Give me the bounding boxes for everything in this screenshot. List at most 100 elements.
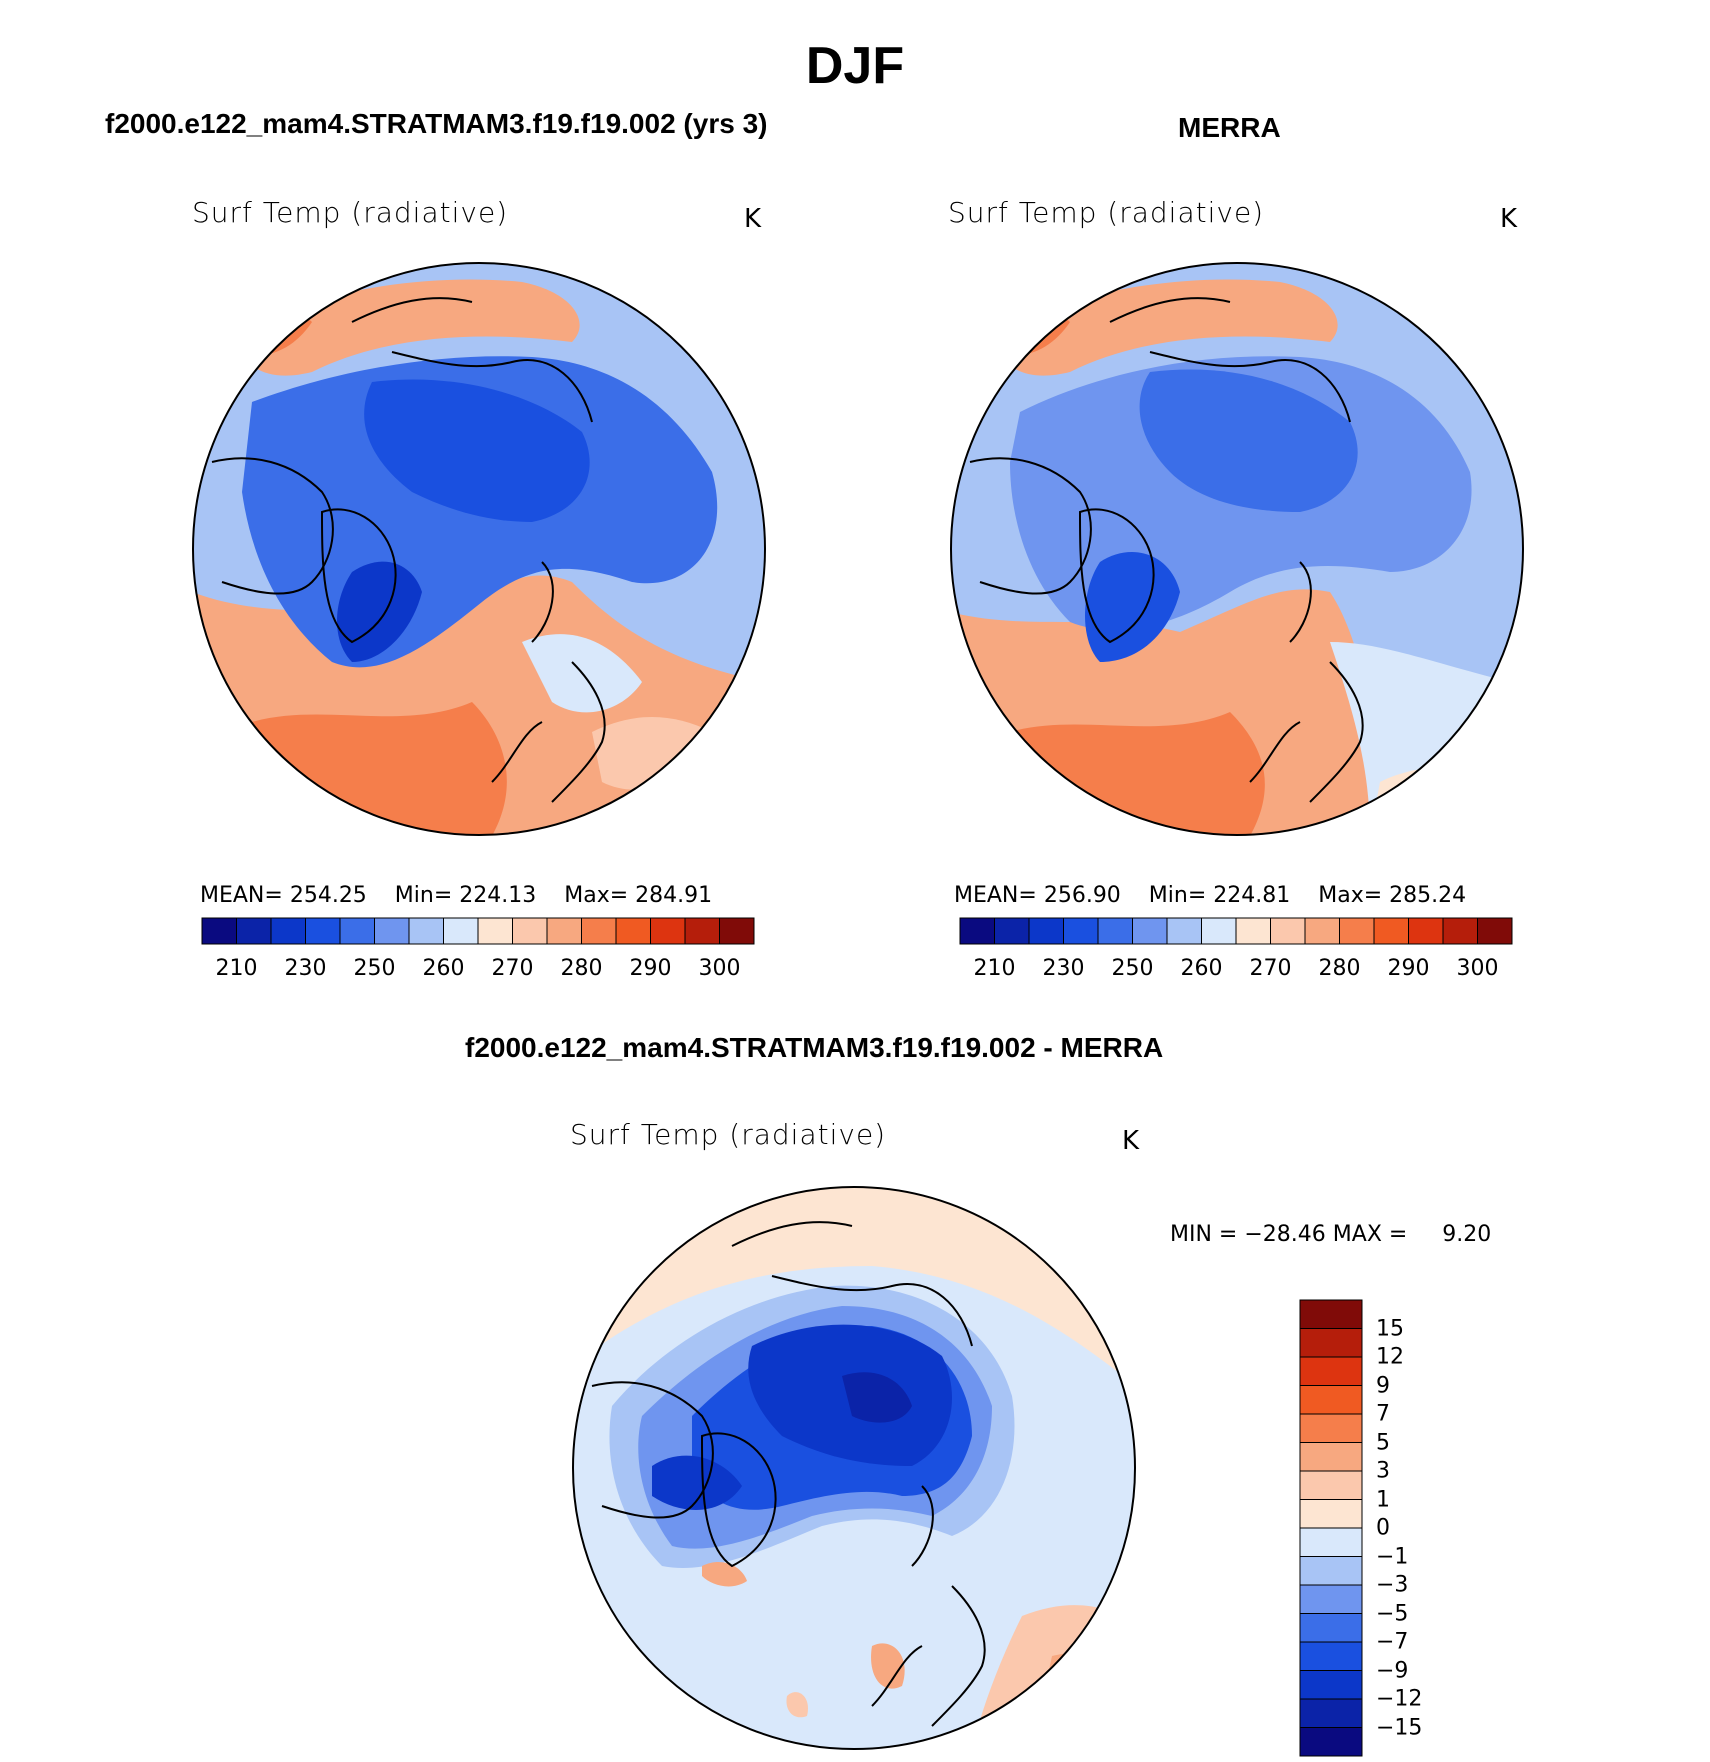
colorbar-box xyxy=(374,917,410,945)
diff-colorbar-box xyxy=(1299,1299,1363,1329)
panel1-stats: MEAN= 254.25 Min= 224.13 Max= 284.91 xyxy=(200,883,712,908)
diff-colorbar-tick-label: 7 xyxy=(1376,1401,1390,1427)
diff-colorbar-box xyxy=(1299,1670,1363,1700)
colorbar-box xyxy=(650,917,686,945)
diff-colorbar-tick-label: 12 xyxy=(1376,1344,1404,1370)
colorbar-box xyxy=(1477,917,1513,945)
colorbar-box xyxy=(201,917,237,945)
diff-colorbar-tick-label: 5 xyxy=(1376,1430,1390,1455)
panel1-max-value: 284.91 xyxy=(635,883,713,908)
diff-colorbar-tick-label: 0 xyxy=(1376,1515,1390,1541)
diff-max-value: 9.20 xyxy=(1442,1222,1492,1247)
diff-max-label: MAX = xyxy=(1332,1222,1408,1247)
colorbar-tick-label: 270 xyxy=(491,956,534,981)
diff-units: K xyxy=(1122,1126,1140,1156)
panel1-polar-map xyxy=(192,262,766,836)
panel2-polar-map xyxy=(950,262,1524,836)
colorbar-box xyxy=(1028,917,1064,945)
diff-colorbar-tick-label: −5 xyxy=(1376,1601,1409,1626)
diff-colorbar xyxy=(1299,1299,1363,1757)
colorbar-box xyxy=(339,917,375,945)
diff-colorbar-tick-label: 1 xyxy=(1376,1487,1390,1512)
diff-colorbar-box xyxy=(1299,1727,1363,1757)
colorbar-box xyxy=(477,917,513,945)
diff-colorbar-tick-label: −12 xyxy=(1376,1686,1423,1712)
diff-colorbar-tick-label: −7 xyxy=(1376,1629,1409,1655)
diff-colorbar-tick-label: −3 xyxy=(1376,1572,1409,1598)
colorbar-box xyxy=(615,917,651,945)
diff-polar-map xyxy=(572,1186,1136,1750)
colorbar-box xyxy=(1442,917,1478,945)
colorbar-tick-label: 270 xyxy=(1249,956,1292,981)
panel2-stats: MEAN= 256.90 Min= 224.81 Max= 285.24 xyxy=(954,883,1466,908)
colorbar-box xyxy=(959,917,995,945)
panel2-min-value: 224.81 xyxy=(1213,883,1291,908)
diff-colorbar-box xyxy=(1299,1527,1363,1557)
colorbar-box xyxy=(1201,917,1237,945)
colorbar-box xyxy=(305,917,341,945)
diff-colorbar-box xyxy=(1299,1698,1363,1728)
diff-colorbar-tick-label: −1 xyxy=(1376,1544,1409,1569)
colorbar-tick-label: 230 xyxy=(284,956,327,981)
panel2-max-label: Max= xyxy=(1318,883,1383,908)
panel1-case-title: f2000.e122_mam4.STRATMAM3.f19.f19.002 (y… xyxy=(105,108,768,139)
panel1-colorbar-labels: 210 230 250 260 270 280 290 300 xyxy=(202,956,754,986)
colorbar-tick-label: 300 xyxy=(698,956,741,981)
colorbar-tick-label: 250 xyxy=(1111,956,1154,981)
diff-min-value: −28.46 xyxy=(1244,1222,1326,1247)
diff-colorbar-tick-label: 3 xyxy=(1376,1458,1390,1484)
diff-colorbar-labels: 15 12 9 7 5 3 1 0 −1 −3 −5 −7 −9 −12 −15 xyxy=(1376,1300,1466,1756)
diff-colorbar-tick-label: −15 xyxy=(1376,1715,1423,1740)
colorbar-tick-label: 280 xyxy=(1318,956,1361,981)
panel1-mean-value: 254.25 xyxy=(289,883,367,908)
panel2-mean-label: MEAN= xyxy=(954,883,1037,908)
diff-colorbar-tick-label: 15 xyxy=(1376,1316,1404,1341)
panel1-min-value: 224.13 xyxy=(459,883,537,908)
diff-colorbar-box xyxy=(1299,1470,1363,1500)
diff-colorbar-box xyxy=(1299,1442,1363,1472)
colorbar-box xyxy=(443,917,479,945)
diff-colorbar-box xyxy=(1299,1499,1363,1529)
colorbar-tick-label: 210 xyxy=(973,956,1016,981)
diff-colorbar-box xyxy=(1299,1613,1363,1643)
diff-colorbar-box xyxy=(1299,1356,1363,1386)
colorbar-box xyxy=(719,917,755,945)
panel2-max-value: 285.24 xyxy=(1389,883,1467,908)
panel1-min-label: Min= xyxy=(394,883,453,908)
panel1-units: K xyxy=(744,204,762,234)
panel2-min-label: Min= xyxy=(1148,883,1207,908)
panel2-colorbar xyxy=(959,917,1513,945)
diff-colorbar-tick-label: 9 xyxy=(1376,1373,1390,1398)
diff-min-label: MIN = xyxy=(1170,1222,1238,1247)
diff-colorbar-tick-label: −9 xyxy=(1376,1658,1409,1683)
diff-case-title: f2000.e122_mam4.STRATMAM3.f19.f19.002 - … xyxy=(465,1032,1164,1063)
colorbar-box xyxy=(1373,917,1409,945)
panel1-colorbar xyxy=(201,917,755,945)
diff-colorbar-box xyxy=(1299,1413,1363,1443)
diff-variable-title: Surf Temp (radiative) xyxy=(570,1118,887,1151)
colorbar-box xyxy=(994,917,1030,945)
colorbar-box xyxy=(684,917,720,945)
colorbar-box xyxy=(1132,917,1168,945)
colorbar-box xyxy=(546,917,582,945)
colorbar-box xyxy=(1408,917,1444,945)
main-title: DJF xyxy=(805,37,905,95)
panel1-variable-title: Surf Temp (radiative) xyxy=(192,196,509,229)
diff-minmax: MIN = −28.46 MAX = 9.20 xyxy=(1170,1222,1491,1247)
colorbar-box xyxy=(581,917,617,945)
colorbar-box xyxy=(512,917,548,945)
colorbar-tick-label: 210 xyxy=(215,956,258,981)
colorbar-tick-label: 260 xyxy=(422,956,465,981)
colorbar-tick-label: 230 xyxy=(1042,956,1085,981)
colorbar-box xyxy=(1270,917,1306,945)
colorbar-box xyxy=(270,917,306,945)
diff-colorbar-box xyxy=(1299,1385,1363,1415)
colorbar-box xyxy=(1063,917,1099,945)
colorbar-box xyxy=(236,917,272,945)
colorbar-tick-label: 290 xyxy=(1387,956,1430,981)
panel2-colorbar-labels: 210 230 250 260 270 280 290 300 xyxy=(960,956,1512,986)
colorbar-box xyxy=(1235,917,1271,945)
colorbar-box xyxy=(1339,917,1375,945)
colorbar-box xyxy=(1097,917,1133,945)
colorbar-tick-label: 260 xyxy=(1180,956,1223,981)
